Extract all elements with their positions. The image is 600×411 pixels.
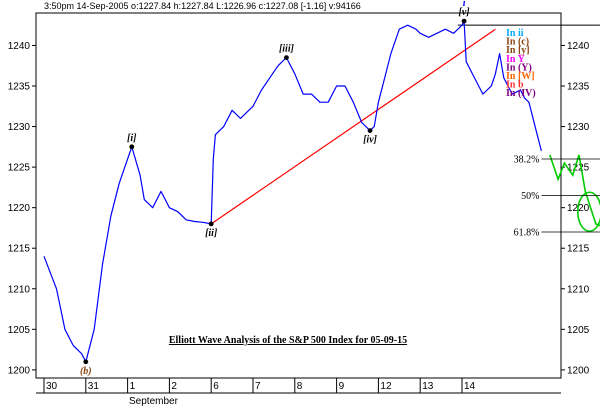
fib-level-label: 50% [521,191,539,202]
fib-level-label: 38.2% [514,155,540,166]
y-tick-label-left: 1240 [8,41,31,52]
x-tick-label: 9 [339,381,345,392]
y-tick-label-left: 1220 [8,203,31,214]
wave-label: [v] [459,7,471,18]
chart-lines [43,20,600,363]
wave-point-dot [83,359,89,365]
wave-label: i [463,0,466,9]
legend-entry: In [y] [506,45,530,56]
quote-header: 3:50pm 14-Sep-2005 o:1227.84 h:1227.84 L… [44,1,361,11]
legend-entry: In (Y) [506,62,532,73]
wave-label: [ii] [205,228,218,239]
y-tick-label-right: 1225 [567,163,590,174]
y-tick-label-left: 1200 [8,365,31,376]
x-tick-label: 1 [130,381,136,392]
wave-point-dot [461,18,467,24]
y-tick-label-right: 1235 [567,82,590,93]
legend-entry: In (IV) [506,88,536,99]
legend-entry: In (c) [506,37,529,48]
y-tick-label-left: 1210 [8,284,31,295]
x-axis-month-label: September [129,396,179,407]
x-tick-label: 2 [171,381,177,392]
fib-levels: 38.2% 50% 61.8% [514,155,600,239]
legend-entry: In ii [506,28,524,39]
x-tick-label: 6 [213,381,219,392]
trendline [210,28,496,225]
y-tick-label-left: 1215 [8,244,31,255]
wave-point-dot [208,221,214,227]
y-tick-label-right: 1210 [567,284,590,295]
x-axis: 30 31 1 2 6 7 8 9 12 13 14 [36,378,561,394]
x-tick-label: 12 [380,381,392,392]
legend-entry: In Y [506,54,526,65]
x-tick-label: 8 [297,381,303,392]
y-tick-label-right: 1200 [567,365,590,376]
wave-labels: [i] [ii] [iii] [iv] [v]i (b) [80,0,470,377]
target-ellipse [576,191,600,232]
plot-frame [35,12,562,379]
y-tick-label-left: 1205 [8,325,31,336]
chart-title: Elliott Wave Analysis of the S&P 500 Ind… [169,335,407,346]
x-tick-label: 14 [464,381,476,392]
y-tick-label-left: 1230 [8,122,31,133]
y-tick-label-left: 1235 [8,82,31,93]
wave-label: [iv] [363,135,378,146]
projection-line [549,154,600,227]
y-tick-label-right: 1240 [567,41,590,52]
wave-point-dot [284,55,289,61]
legend-entry: In [W] [506,71,535,82]
wave-point-dot [367,128,373,134]
y-tick-label-left: 1225 [8,163,31,174]
wave-point-dot [129,144,135,150]
price-series-line [43,20,542,363]
fib-level-label: 61.8% [514,228,540,239]
x-tick-label: 30 [46,381,58,392]
y-tick-label-right: 1230 [567,122,590,133]
wave-label: (b) [80,366,92,377]
y-tick-label-right: 1215 [567,244,590,255]
x-tick-label: 31 [88,381,100,392]
wave-label: [iii] [279,44,295,55]
x-tick-label: 7 [255,381,261,392]
y-tick-label-right: 1205 [567,325,590,336]
wave-label: [i] [127,133,137,144]
x-tick-label: 13 [422,381,434,392]
legend-entry: In b [506,80,524,91]
